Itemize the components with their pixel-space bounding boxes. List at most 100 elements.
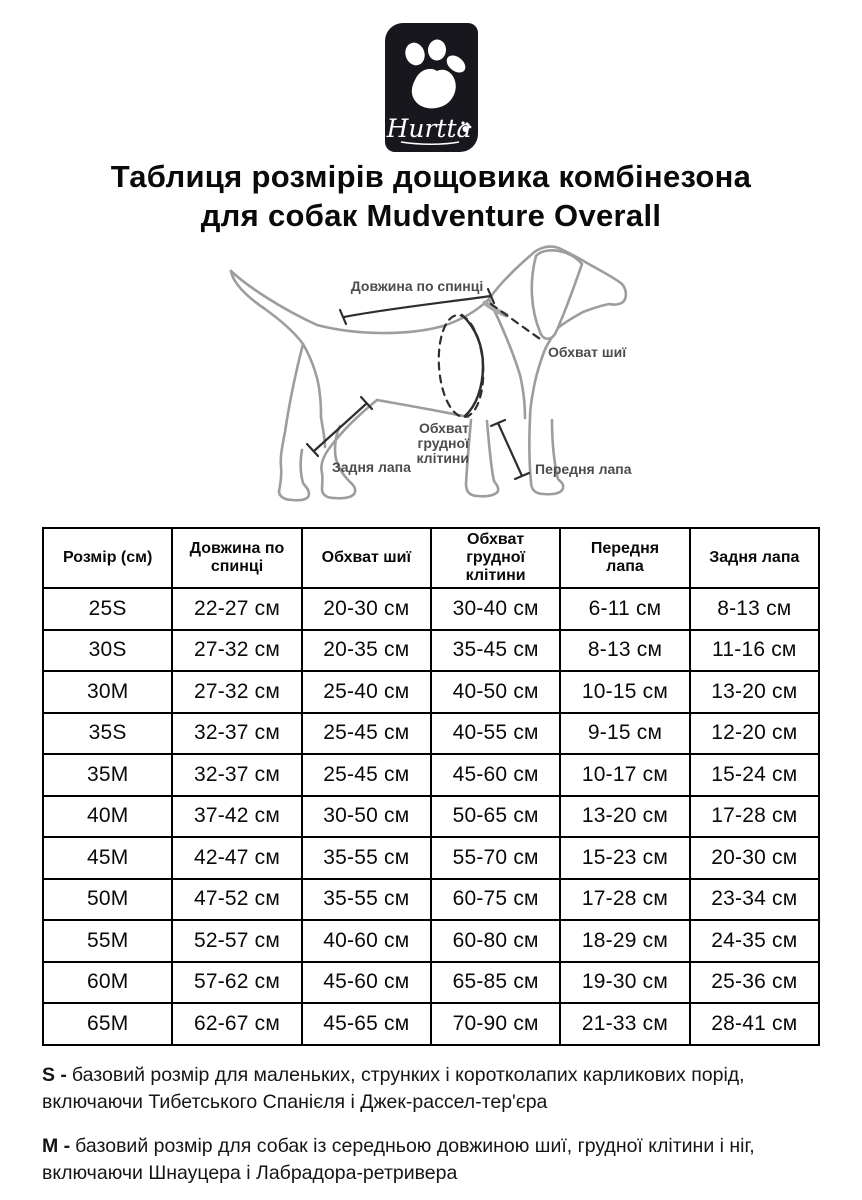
measurement-cell: 19-30 см (559, 960, 691, 1004)
measurement-cell: 47-52 см (171, 877, 303, 921)
measurement-cell: 28-41 см (688, 1002, 821, 1046)
neck-girth-label: Обхват шиї (548, 344, 627, 360)
note-s-prefix: S - (42, 1064, 67, 1086)
note-s-text: базовий розмір для маленьких, струнких і… (42, 1064, 745, 1113)
table-row: 30S 27-32 см 20-35 см 35-45 см 8-13 см 11-16 … (41, 628, 821, 672)
size-cell: 25S (41, 587, 174, 631)
measurement-cell: 50-65 см (429, 794, 562, 838)
mini-paw-icon (461, 121, 472, 132)
table-row: 55M 52-57 см 40-60 см 60-80 см 18-29 см 24-35… (41, 919, 821, 963)
measurement-cell: 20-30 см (300, 587, 432, 631)
measurement-cell: 62-67 см (171, 1002, 303, 1046)
measurement-cell: 9-15 см (559, 711, 691, 755)
size-cell: 40M (41, 794, 174, 838)
chest-girth-label: Обхват грудної клітини (416, 420, 470, 466)
note-m-prefix: M - (42, 1135, 71, 1157)
size-table: Розмір (см) Довжина по спинці Обхват шиї… (41, 527, 821, 1046)
measurement-cell: 32-37 см (171, 753, 303, 797)
size-cell: 50M (41, 877, 174, 921)
note-size-m: M - базовий розмір для собак із середньою… (42, 1133, 822, 1187)
front-paw-label: Передня лапа (535, 461, 632, 477)
measurement-cell: 6-11 см (559, 587, 691, 631)
measurement-cell: 35-45 см (429, 628, 562, 672)
measurement-cell: 40-55 см (429, 711, 562, 755)
measurement-cell: 57-62 см (171, 960, 303, 1004)
dog-measurement-diagram: Довжина по спинці Обхват шиї Обхват груд… (225, 240, 655, 520)
measurement-cell: 18-29 см (559, 919, 691, 963)
size-cell: 35M (41, 753, 174, 797)
header-size: Розмір (см) (41, 527, 174, 589)
table-row: 35M 32-37 см 25-45 см 45-60 см 10-17 см 15-24… (41, 753, 821, 797)
size-notes: S - базовий розмір для маленьких, струнки… (42, 1062, 822, 1200)
measurement-cell: 30-40 см (429, 587, 562, 631)
measurement-cell: 27-32 см (171, 670, 303, 714)
table-row: 25S 22-27 см 20-30 см 30-40 см 6-11 см 8-13 с… (41, 587, 821, 631)
measurement-cell: 12-20 см (688, 711, 821, 755)
measurement-cell: 15-23 см (559, 836, 691, 880)
header-neck-girth: Обхват шиї (300, 527, 432, 589)
table-row: 60M 57-62 см 45-60 см 65-85 см 19-30 см 25-36… (41, 960, 821, 1004)
header-back-length: Довжина по спинці (171, 527, 303, 589)
measurement-cell: 21-33 см (559, 1002, 691, 1046)
measurement-cell: 11-16 см (688, 628, 821, 672)
measurement-cell: 23-34 см (688, 877, 821, 921)
size-cell: 45M (41, 836, 174, 880)
measurement-cell: 45-60 см (429, 753, 562, 797)
back-length-label: Довжина по спинці (350, 278, 484, 294)
measurement-cell: 55-70 см (429, 836, 562, 880)
measurement-cell: 15-24 см (688, 753, 821, 797)
measurement-cell: 8-13 см (559, 628, 691, 672)
measurement-cell: 13-20 см (559, 794, 691, 838)
measurement-cell: 45-65 см (300, 1002, 432, 1046)
size-cell: 60M (41, 960, 174, 1004)
measurement-cell: 20-30 см (688, 836, 821, 880)
table-row: 50M 47-52 см 35-55 см 60-75 см 17-28 см 23-34… (41, 877, 821, 921)
size-table-body: 25S 22-27 см 20-30 см 30-40 см 6-11 см 8-13 с… (41, 587, 821, 1046)
note-size-s: S - базовий розмір для маленьких, струнки… (42, 1062, 822, 1116)
measurement-cell: 35-55 см (300, 836, 432, 880)
page-title: Таблиця розмірів дощовика комбінезона дл… (0, 157, 862, 235)
table-row: 40M 37-42 см 30-50 см 50-65 см 13-20 см 17-28… (41, 794, 821, 838)
measurement-cell: 10-17 см (559, 753, 691, 797)
hind-paw-label: Задня лапа (332, 459, 411, 475)
title-line-1: Таблиця розмірів дощовика комбінезона (110, 159, 752, 194)
table-row: 65M 62-67 см 45-65 см 70-90 см 21-33 см 28-41… (41, 1002, 821, 1046)
measurement-cell: 8-13 см (688, 587, 821, 631)
measurement-cell: 40-50 см (429, 670, 562, 714)
measurement-cell: 42-47 см (171, 836, 303, 880)
table-row: 45M 42-47 см 35-55 см 55-70 см 15-23 см 20-30… (41, 836, 821, 880)
measurement-cell: 45-60 см (300, 960, 432, 1004)
header-front-paw: Передня лапа (559, 527, 691, 589)
header-row: Розмір (см) Довжина по спинці Обхват шиї… (41, 527, 821, 589)
measurement-cell: 22-27 см (171, 587, 303, 631)
table-row: 35S 32-37 см 25-45 см 40-55 см 9-15 см 12-20 … (41, 711, 821, 755)
size-cell: 55M (41, 919, 174, 963)
size-cell: 30S (41, 628, 174, 672)
logo-wordmark: Hurtta (386, 114, 472, 143)
measurement-cell: 70-90 см (429, 1002, 562, 1046)
header-chest-girth: Обхват грудної клітини (429, 527, 562, 589)
measurement-cell: 37-42 см (171, 794, 303, 838)
table-row: 30M 27-32 см 25-40 см 40-50 см 10-15 см 13-20… (41, 670, 821, 714)
measurement-cell: 27-32 см (171, 628, 303, 672)
dog-outline-icon (229, 245, 628, 502)
size-cell: 65M (41, 1002, 174, 1046)
size-cell: 35S (41, 711, 174, 755)
measurement-cell: 10-15 см (559, 670, 691, 714)
measurement-cell: 52-57 см (171, 919, 303, 963)
hurtta-logo: Hurtta (385, 23, 478, 152)
measurement-cell: 25-36 см (688, 960, 821, 1004)
size-table-header: Розмір (см) Довжина по спинці Обхват шиї… (41, 527, 821, 589)
measurement-cell: 20-35 см (300, 628, 432, 672)
measurement-cell: 60-75 см (429, 877, 562, 921)
measurement-cell: 35-55 см (300, 877, 432, 921)
measurement-cell: 13-20 см (688, 670, 821, 714)
measurement-cell: 40-60 см (300, 919, 432, 963)
measurement-cell: 25-45 см (300, 711, 432, 755)
measurement-cell: 30-50 см (300, 794, 432, 838)
measurement-cell: 17-28 см (688, 794, 821, 838)
note-m-text: базовий розмір для собак із середньою до… (42, 1135, 755, 1184)
measurement-cell: 65-85 см (429, 960, 562, 1004)
measurement-cell: 60-80 см (429, 919, 562, 963)
